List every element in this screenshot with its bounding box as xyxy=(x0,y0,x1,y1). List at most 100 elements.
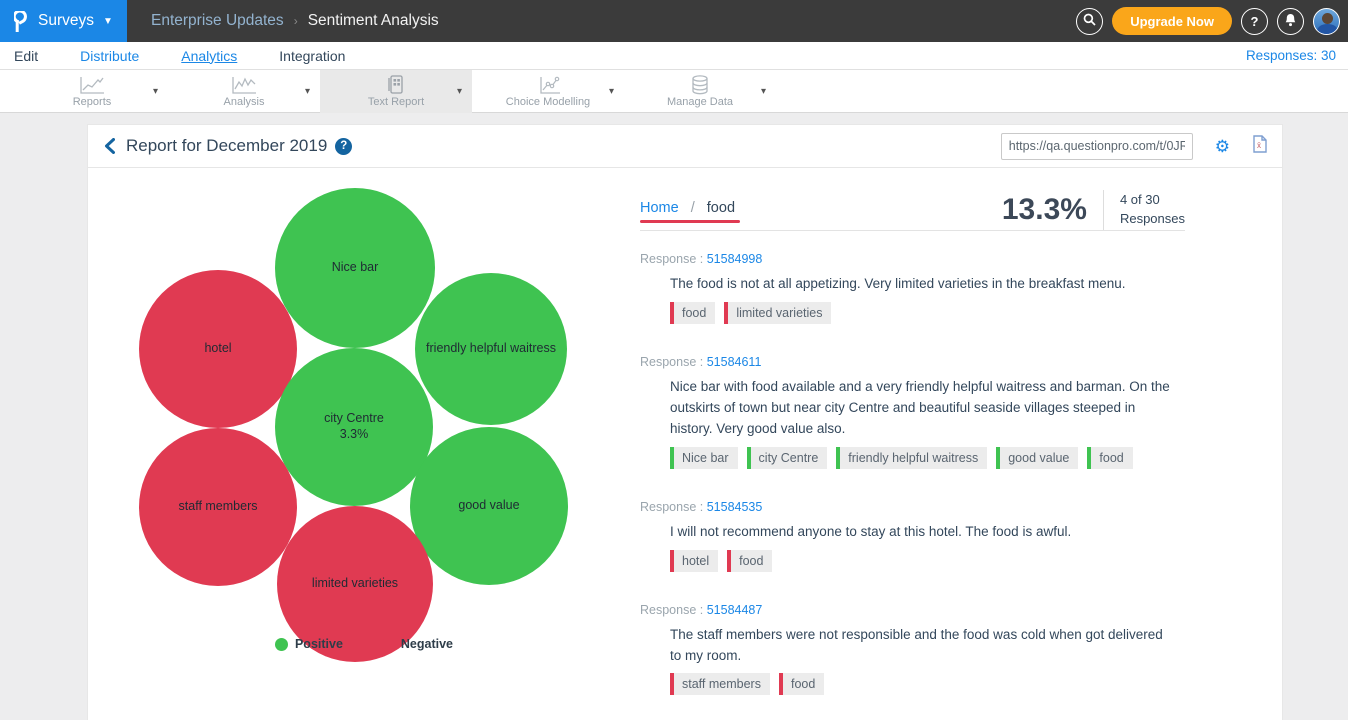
negative-dot-icon xyxy=(380,637,394,651)
theme-breadcrumb-home-link[interactable]: Home xyxy=(640,200,679,216)
toolbar-item-label: Analysis xyxy=(223,96,265,108)
theme-breadcrumb-separator: / xyxy=(690,200,695,216)
breadcrumb-red-underline xyxy=(640,220,740,223)
product-name: Surveys xyxy=(38,12,95,29)
report-help-icon[interactable]: ? xyxy=(335,137,353,155)
sentiment-tag[interactable]: Nice bar xyxy=(670,446,738,469)
toolbar-item-label: Reports xyxy=(72,96,112,108)
export-spreadsheet-icon[interactable]: x̄ xyxy=(1252,134,1268,158)
toolbar-item-label: Text Report xyxy=(367,96,425,108)
sentiment-tag[interactable]: limited varieties xyxy=(724,301,832,324)
response-id-link[interactable]: 51584487 xyxy=(706,602,763,617)
response-label: Response : xyxy=(640,602,707,617)
bubble-label: hotel xyxy=(204,341,232,356)
toolbar-item-analysis[interactable]: Analysis ▾ xyxy=(168,70,320,113)
bubble-staff-members[interactable]: staff members xyxy=(139,428,297,586)
toolbar-item-manage-data[interactable]: Manage Data ▾ xyxy=(624,70,776,113)
theme-response-count: 4 of 30 Responses xyxy=(1104,191,1185,229)
response-item: Response : 51584487 The staff members we… xyxy=(640,603,1185,696)
bubble-label: good value xyxy=(458,498,520,513)
bell-icon xyxy=(1284,13,1297,30)
response-meta: Response : 51584487 xyxy=(640,603,1185,617)
theme-breadcrumb-current: food xyxy=(706,200,736,216)
toolbar-item-label: Choice Modelling xyxy=(505,96,591,108)
toolbar-item-reports[interactable]: Reports ▾ xyxy=(16,70,168,113)
menu-item-integration[interactable]: Integration xyxy=(279,47,346,64)
bubble-label: Nice bar xyxy=(331,260,379,275)
theme-stats: 13.3% 4 of 30 Responses xyxy=(1002,190,1185,230)
sentiment-tag[interactable]: food xyxy=(1087,446,1133,469)
response-text: The staff members were not responsible a… xyxy=(670,626,1163,663)
response-text: Nice bar with food available and a very … xyxy=(670,378,1170,436)
sentiment-tag[interactable]: staff members xyxy=(670,673,770,696)
menu-item-edit[interactable]: Edit xyxy=(14,47,39,64)
questionpro-logo-icon xyxy=(14,10,29,32)
search-button[interactable] xyxy=(1076,7,1104,35)
chevron-down-icon[interactable]: ▾ xyxy=(456,86,462,97)
report-header-actions: ⚙ x̄ xyxy=(1000,132,1268,160)
response-tags: hotel food xyxy=(670,549,1185,572)
share-url-input[interactable] xyxy=(1000,132,1193,160)
report-card: Report for December 2019 ? ⚙ x̄ Nice bar… xyxy=(88,125,1282,720)
back-button[interactable] xyxy=(98,135,120,157)
text-report-icon xyxy=(387,75,405,95)
bubble-limited-varieties[interactable]: limited varieties xyxy=(277,506,433,662)
help-button[interactable]: ? xyxy=(1241,7,1268,35)
bubble-label: limited varieties xyxy=(311,576,399,591)
sentiment-tag[interactable]: food xyxy=(670,301,716,324)
chevron-down-icon[interactable]: ▾ xyxy=(608,86,614,97)
legend-label: Negative xyxy=(400,637,454,651)
toolbar-item-choice-modelling[interactable]: Choice Modelling ▾ xyxy=(472,70,624,113)
chevron-down-icon[interactable]: ▾ xyxy=(304,86,310,97)
responses-panel-header: Home / food 13.3% 4 of 30 Responses xyxy=(640,190,1185,231)
response-label: Response : xyxy=(640,252,707,266)
settings-gear-icon[interactable]: ⚙ xyxy=(1214,136,1230,156)
sentiment-tag[interactable]: good value xyxy=(996,446,1079,469)
response-id-link[interactable]: 51584611 xyxy=(706,354,762,369)
chart-legend: Positive Negative xyxy=(88,637,640,651)
menu-item-distribute[interactable]: Distribute xyxy=(80,47,140,64)
response-id-link[interactable]: 51584998 xyxy=(706,252,763,266)
sentiment-tag[interactable]: food xyxy=(727,549,773,572)
sentiment-tag[interactable]: food xyxy=(778,673,825,696)
bubble-value: 3.3% xyxy=(339,427,369,441)
bubble-nice-bar[interactable]: Nice bar xyxy=(275,188,435,348)
positive-dot-icon xyxy=(274,637,288,651)
search-icon xyxy=(1083,13,1096,29)
legend-entry-negative: Negative xyxy=(380,637,454,651)
response-text: The food is not at all appetizing. Very … xyxy=(670,276,1126,291)
user-avatar[interactable] xyxy=(1313,7,1340,35)
chevron-down-icon[interactable]: ▾ xyxy=(152,86,158,97)
choice-modelling-icon xyxy=(535,75,561,95)
svg-text:x̄: x̄ xyxy=(1257,141,1261,150)
bubble-label: staff members xyxy=(178,499,258,514)
bubble-city-centre[interactable]: city Centre 3.3% xyxy=(275,348,433,506)
analysis-chart-icon xyxy=(231,75,257,95)
response-text: I will not recommend anyone to stay at t… xyxy=(670,523,1072,539)
chevron-down-icon: ▼ xyxy=(103,15,113,27)
menu-item-analytics[interactable]: Analytics xyxy=(181,47,238,64)
response-item: Response : 51584998 The food is not at a… xyxy=(640,252,1185,324)
response-id-link[interactable]: 51584535 xyxy=(706,499,763,514)
bubble-label: city Centre xyxy=(324,411,384,426)
report-title: Report for December 2019 xyxy=(126,136,328,155)
sentiment-tag[interactable]: friendly helpful waitress xyxy=(836,446,988,469)
top-bar: Surveys ▼ Enterprise Updates › Sentiment… xyxy=(0,0,1348,42)
report-header: Report for December 2019 ? ⚙ x̄ xyxy=(88,125,1282,168)
bubble-friendly-helpful-waitress[interactable]: friendly helpful waitress xyxy=(415,273,567,425)
bubble-good-value[interactable]: good value xyxy=(410,427,568,585)
responses-count-link[interactable]: Responses: 30 xyxy=(1245,48,1336,63)
sentiment-bubble-chart: Nice bar hotel friendly helpful waitress ci… xyxy=(88,168,640,720)
bubble-hotel[interactable]: hotel xyxy=(139,270,297,428)
chevron-down-icon[interactable]: ▾ xyxy=(760,86,766,97)
surveys-menu-button[interactable]: Surveys ▼ xyxy=(0,0,127,42)
sentiment-tag[interactable]: city Centre xyxy=(746,446,828,469)
sentiment-tag[interactable]: hotel xyxy=(670,549,719,572)
response-item: Response : 51584535 I will not recommend… xyxy=(640,500,1185,572)
breadcrumb-folder-link[interactable]: Enterprise Updates xyxy=(151,12,284,29)
legend-label: Positive xyxy=(294,637,343,651)
toolbar-item-text-report[interactable]: Text Report ▾ xyxy=(320,70,472,113)
notifications-button[interactable] xyxy=(1277,7,1304,35)
breadcrumb: Enterprise Updates › Sentiment Analysis xyxy=(151,12,439,30)
upgrade-now-button[interactable]: Upgrade Now xyxy=(1112,7,1232,35)
